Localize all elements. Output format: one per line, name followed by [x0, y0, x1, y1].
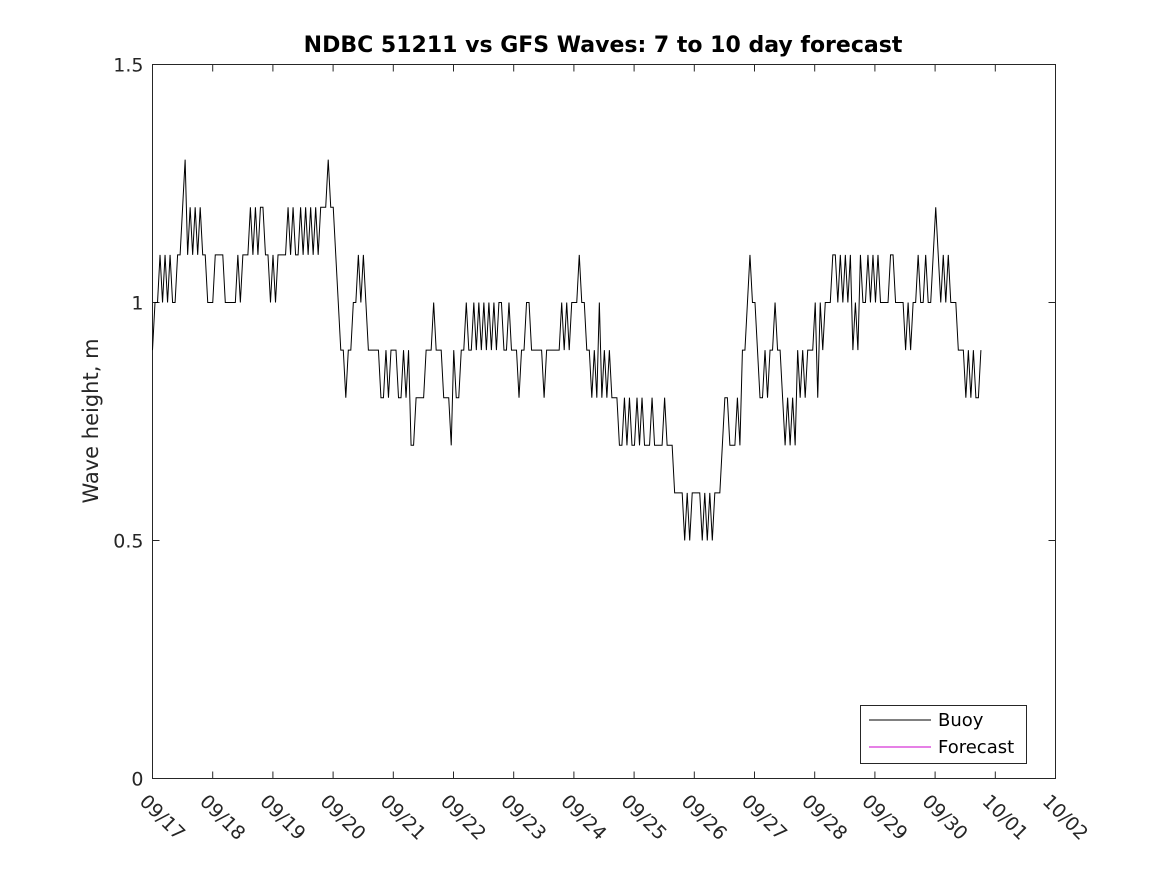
legend-label-forecast: Forecast	[938, 737, 1014, 758]
series-line-buoy	[152, 159, 982, 541]
x-tick-label: 09/30	[918, 790, 972, 844]
y-axis-ticks: 0 0.5 1 1.5	[113, 55, 1056, 791]
y-tick-label: 1.5	[113, 55, 143, 77]
legend-box	[860, 705, 1027, 764]
x-tick-label: 09/19	[255, 790, 309, 844]
x-tick-label: 09/29	[857, 790, 911, 844]
x-tick-label: 09/24	[556, 790, 610, 844]
x-tick-label: 09/23	[496, 790, 550, 844]
y-axis-label: Wave height, m	[79, 338, 103, 503]
y-tick-label: 0	[131, 769, 143, 791]
x-tick-label: 09/27	[737, 790, 791, 844]
legend: Buoy Forecast	[860, 705, 1027, 764]
x-tick-label: 09/28	[797, 790, 851, 844]
x-tick-label: 09/26	[677, 790, 731, 844]
y-tick-label: 0.5	[113, 531, 143, 553]
x-tick-label: 10/02	[1038, 790, 1092, 844]
series-group	[152, 159, 982, 541]
plot-area	[152, 64, 1056, 779]
chart-title: NDBC 51211 vs GFS Waves: 7 to 10 day for…	[304, 33, 903, 58]
x-tick-label: 09/21	[376, 790, 430, 844]
x-tick-label: 09/22	[436, 790, 490, 844]
x-tick-label: 09/20	[316, 790, 370, 844]
y-tick-label: 1	[131, 293, 143, 315]
x-tick-label: 10/01	[978, 790, 1032, 844]
x-tick-label: 09/17	[135, 790, 189, 844]
legend-label-buoy: Buoy	[938, 710, 984, 731]
x-tick-label: 09/25	[617, 790, 671, 844]
x-tick-label: 09/18	[195, 790, 249, 844]
